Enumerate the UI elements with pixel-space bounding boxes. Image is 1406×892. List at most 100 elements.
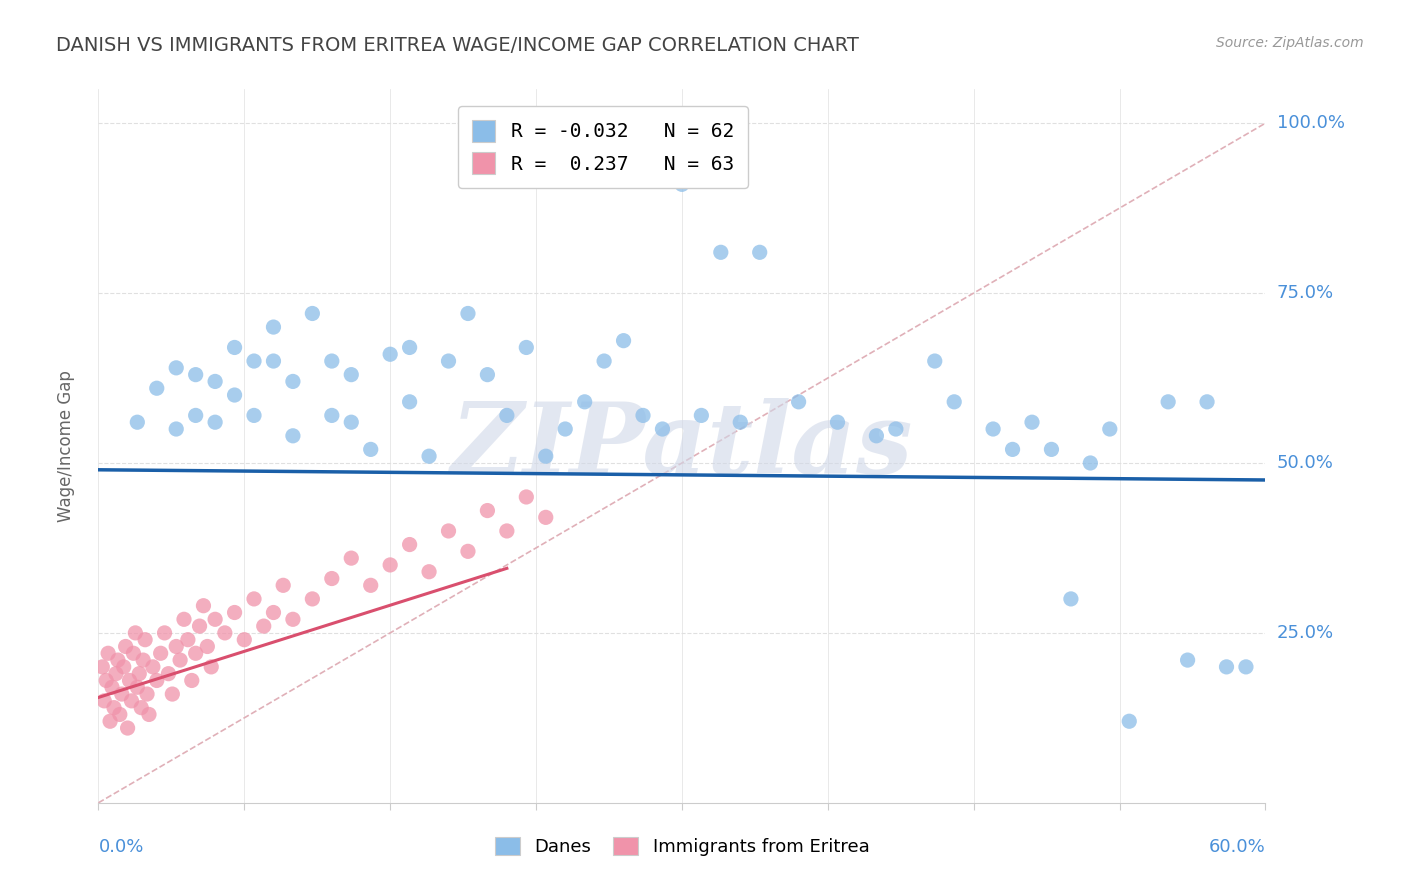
Point	[233, 632, 256, 647]
Point	[243, 591, 266, 606]
Point	[340, 551, 363, 566]
Point	[165, 640, 187, 654]
Text: Source: ZipAtlas.com: Source: ZipAtlas.com	[1216, 36, 1364, 50]
Point	[301, 591, 323, 606]
Point	[884, 422, 907, 436]
Point	[1157, 394, 1180, 409]
Point	[380, 558, 402, 572]
Point	[554, 422, 576, 436]
Point	[97, 646, 120, 660]
Point	[457, 544, 479, 558]
Point	[124, 626, 146, 640]
Point	[188, 619, 211, 633]
Point	[1060, 591, 1083, 606]
Point	[301, 306, 323, 320]
Point	[574, 394, 596, 409]
Point	[184, 409, 207, 423]
Point	[121, 694, 143, 708]
Point	[613, 334, 636, 348]
Point	[165, 360, 187, 375]
Point	[418, 449, 440, 463]
Point	[214, 626, 236, 640]
Point	[593, 354, 616, 368]
Point	[118, 673, 141, 688]
Point	[496, 524, 519, 538]
Point	[138, 707, 160, 722]
Point	[380, 347, 402, 361]
Point	[437, 524, 460, 538]
Text: 75.0%: 75.0%	[1277, 284, 1334, 302]
Point	[173, 612, 195, 626]
Y-axis label: Wage/Income Gap: Wage/Income Gap	[56, 370, 75, 522]
Point	[162, 687, 184, 701]
Point	[477, 368, 499, 382]
Point	[136, 687, 159, 701]
Point	[204, 612, 226, 626]
Point	[827, 415, 849, 429]
Point	[114, 640, 136, 654]
Point	[142, 660, 165, 674]
Point	[631, 409, 654, 423]
Point	[730, 415, 752, 429]
Point	[200, 660, 222, 674]
Point	[127, 415, 149, 429]
Point	[243, 409, 266, 423]
Point	[651, 422, 673, 436]
Text: 0.0%: 0.0%	[98, 838, 143, 856]
Point	[112, 660, 135, 674]
Point	[195, 640, 218, 654]
Text: 25.0%: 25.0%	[1277, 624, 1334, 642]
Point	[534, 510, 557, 524]
Point	[193, 599, 215, 613]
Point	[1001, 442, 1024, 457]
Point	[253, 619, 276, 633]
Point	[146, 673, 169, 688]
Point	[128, 666, 150, 681]
Point	[437, 354, 460, 368]
Point	[340, 368, 363, 382]
Point	[132, 653, 155, 667]
Point	[865, 429, 887, 443]
Point	[281, 429, 304, 443]
Point	[924, 354, 946, 368]
Point	[103, 700, 125, 714]
Point	[457, 306, 479, 320]
Point	[321, 572, 343, 586]
Point	[157, 666, 180, 681]
Point	[398, 341, 420, 355]
Point	[534, 449, 557, 463]
Point	[1215, 660, 1237, 674]
Point	[107, 653, 129, 667]
Point	[127, 680, 149, 694]
Point	[146, 381, 169, 395]
Point	[262, 320, 284, 334]
Point	[169, 653, 191, 667]
Point	[321, 409, 343, 423]
Point	[360, 578, 382, 592]
Point	[1118, 714, 1140, 729]
Text: 60.0%: 60.0%	[1209, 838, 1265, 856]
Point	[204, 375, 226, 389]
Point	[98, 714, 121, 729]
Point	[96, 673, 118, 688]
Point	[101, 680, 124, 694]
Point	[177, 632, 200, 647]
Point	[671, 178, 693, 192]
Point	[943, 394, 966, 409]
Point	[1195, 394, 1218, 409]
Point	[515, 490, 537, 504]
Point	[418, 565, 440, 579]
Point	[149, 646, 172, 660]
Point	[111, 687, 134, 701]
Text: 100.0%: 100.0%	[1277, 114, 1344, 132]
Text: DANISH VS IMMIGRANTS FROM ERITREA WAGE/INCOME GAP CORRELATION CHART: DANISH VS IMMIGRANTS FROM ERITREA WAGE/I…	[56, 36, 859, 54]
Point	[153, 626, 176, 640]
Point	[398, 394, 420, 409]
Point	[1234, 660, 1257, 674]
Point	[690, 409, 713, 423]
Point	[748, 245, 770, 260]
Legend: Danes, Immigrants from Eritrea: Danes, Immigrants from Eritrea	[485, 828, 879, 865]
Point	[515, 341, 537, 355]
Point	[710, 245, 733, 260]
Text: 50.0%: 50.0%	[1277, 454, 1333, 472]
